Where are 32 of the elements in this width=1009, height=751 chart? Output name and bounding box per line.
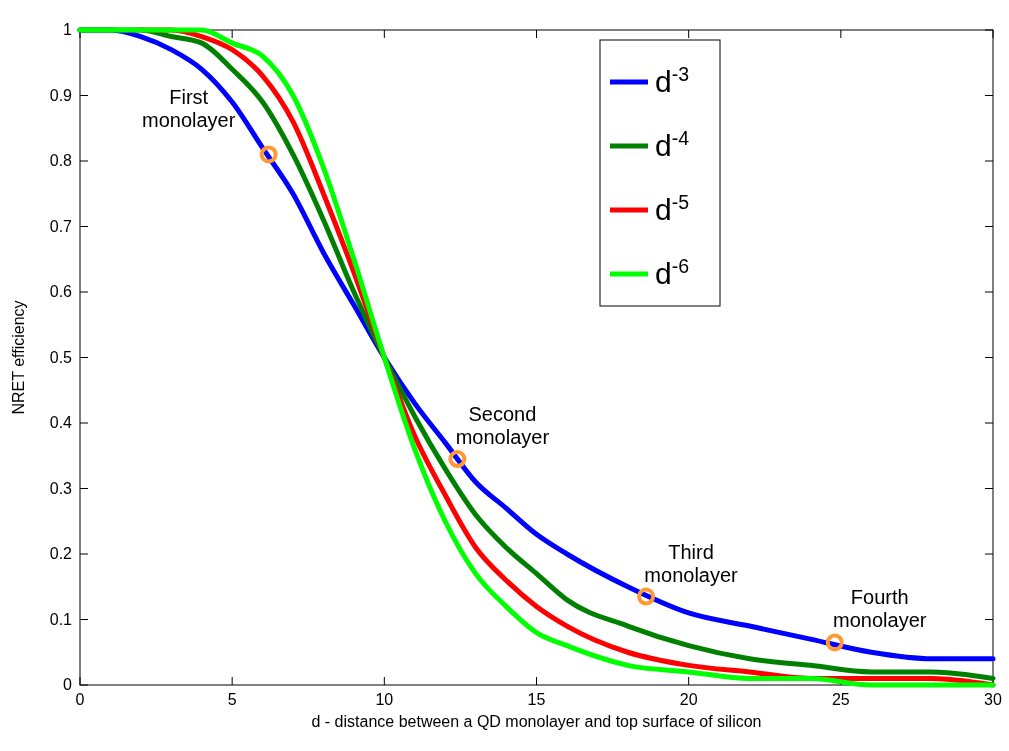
annotation: Second monolayer: [455, 403, 550, 449]
x-tick-label: 0: [75, 691, 85, 708]
y-tick-label: 1: [63, 21, 73, 38]
annotation: Third monolayer: [644, 540, 739, 586]
y-tick-label: 0.2: [49, 545, 73, 562]
y-tick-label: 0.3: [49, 479, 73, 497]
point: [825, 633, 844, 652]
y-tick-label: 0.4: [49, 414, 73, 431]
y-tick-label: 0.8: [49, 152, 73, 169]
x-axis-title: d - distance between a QD monolayer and top surface of silicon: [311, 713, 762, 730]
x-tick-label: 25: [831, 691, 850, 708]
x-tick-label: 20: [679, 691, 698, 708]
y-tick-label: 0: [63, 676, 73, 693]
point: [259, 145, 278, 164]
point: [637, 587, 656, 606]
annotation: First monolayer: [141, 86, 236, 132]
annotation: Fourth monolayer: [833, 586, 927, 632]
legend-label: d$^{-5}$: [655, 191, 690, 226]
point: [448, 450, 467, 469]
y-tick-label: 0.5: [49, 348, 73, 366]
x-tick-label: 15: [527, 691, 546, 708]
legend-label: d$^{-4}$: [655, 127, 690, 162]
y-axis-title: NRET efficiency: [10, 300, 27, 415]
legend-label: d$^{-6}$: [655, 255, 690, 290]
y-tick-label: 0.9: [49, 86, 73, 104]
x-tick-label: 5: [227, 691, 237, 708]
y-tick-label: 0.1: [49, 610, 73, 628]
y-tick-label: 0.7: [49, 217, 73, 235]
x-tick-label: 30: [984, 691, 1002, 708]
y-tick-label: 0.6: [49, 283, 73, 300]
x-tick-label: 10: [375, 691, 394, 708]
legend-label: d$^{-3}$: [655, 63, 690, 98]
